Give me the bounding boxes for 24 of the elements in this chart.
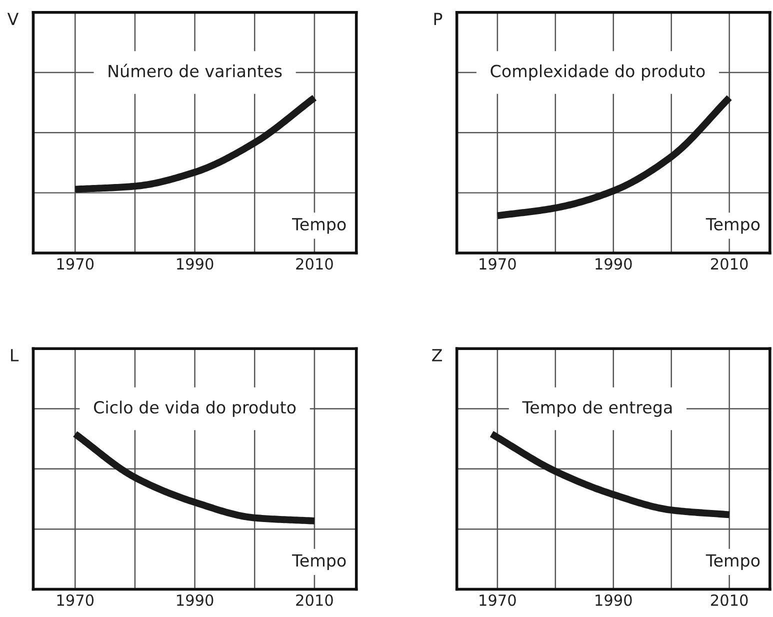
chart-title: Tempo de entrega xyxy=(522,400,672,417)
x-axis-title: Tempo xyxy=(706,554,760,570)
chart-title: Ciclo de vida do produto xyxy=(94,400,296,417)
chart-title: Número de variantes xyxy=(108,64,282,78)
y-axis-title: L xyxy=(11,349,19,362)
x-axis-title: Tempo xyxy=(292,218,346,234)
y-axis-title: Z xyxy=(432,349,442,362)
x-tick-label: 1970 xyxy=(480,258,516,270)
x-tick-label: 2010 xyxy=(296,258,333,270)
x-tick-label: 2010 xyxy=(711,258,748,270)
x-tick-label: 1970 xyxy=(57,258,94,270)
x-tick-label: 2010 xyxy=(711,594,748,606)
x-axis-title: Tempo xyxy=(292,554,346,570)
x-tick-label: 2010 xyxy=(296,594,333,606)
y-axis-title: V xyxy=(7,12,19,26)
y-axis-title: P xyxy=(434,12,442,26)
x-tick-label: 1990 xyxy=(177,258,214,270)
x-axis-title: Tempo xyxy=(706,218,760,234)
x-tick-label: 1990 xyxy=(596,258,632,270)
x-tick-label: 1970 xyxy=(480,594,516,606)
x-tick-label: 1970 xyxy=(57,594,94,606)
x-tick-label: 1990 xyxy=(596,594,632,606)
chart-title: Complexidade do produto xyxy=(490,64,705,81)
x-tick-label: 1990 xyxy=(177,594,214,606)
